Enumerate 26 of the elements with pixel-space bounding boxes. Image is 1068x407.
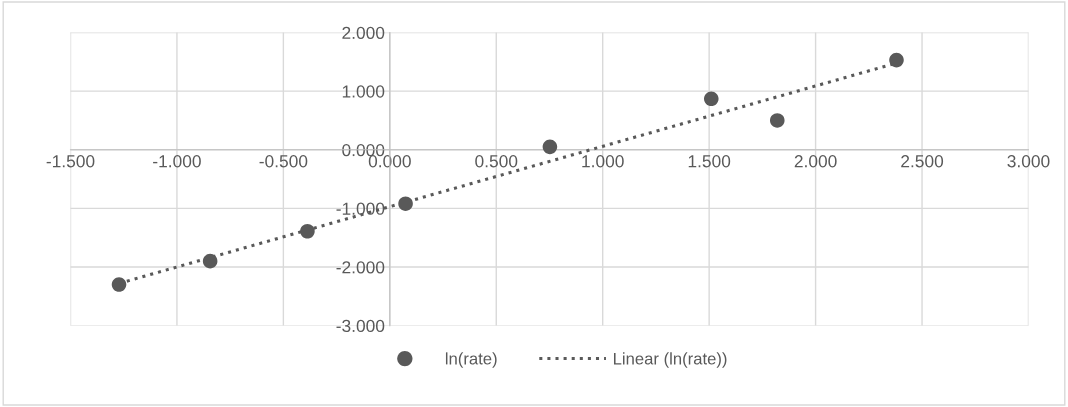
legend-label: Linear (ln(rate)) (613, 352, 727, 368)
x-tick-label: 0.500 (475, 155, 518, 168)
point (542, 139, 558, 155)
y-tick-label: 2.000 (342, 26, 385, 40)
x-tick-label: 0.000 (368, 155, 411, 168)
point (769, 113, 785, 128)
x-tick-label: -1.500 (46, 155, 95, 168)
point (889, 52, 904, 68)
y-tick-label: -2.000 (336, 261, 385, 274)
point (300, 223, 315, 239)
x-tick-label: -0.500 (259, 155, 308, 168)
x-tick-label: 2.000 (794, 155, 837, 168)
x-tick-label: 1.000 (582, 155, 624, 168)
point (111, 277, 127, 292)
x-tick-label: 3.000 (1007, 155, 1050, 168)
point (398, 196, 413, 211)
y-tick-label: 1.000 (342, 85, 385, 98)
point (704, 91, 719, 107)
y-tick-label: 0.000 (342, 143, 385, 157)
y-tick-label: -1.000 (336, 202, 385, 215)
x-tick-label: -1.000 (153, 155, 201, 168)
x-tick-label: 1.500 (688, 155, 731, 168)
legend-label: ln(rate) (445, 352, 497, 368)
y-tick-label: -3.000 (336, 319, 385, 333)
x-tick-label: 2.500 (901, 155, 944, 168)
point (202, 253, 218, 269)
